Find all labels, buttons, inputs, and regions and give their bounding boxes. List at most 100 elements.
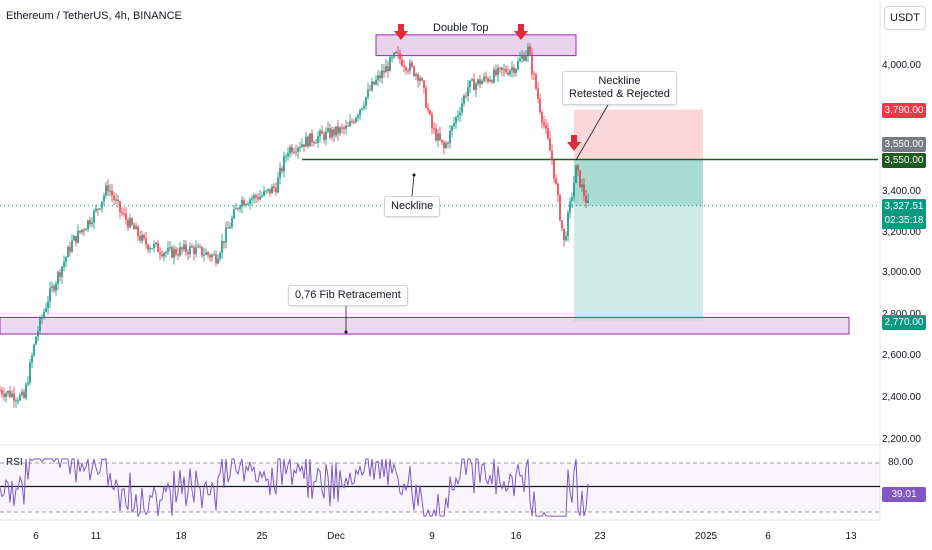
- candle-body: [267, 188, 269, 191]
- neckline-price-badge: 3,550.00: [882, 153, 926, 168]
- candle-body: [377, 75, 379, 80]
- candle-body: [393, 52, 395, 58]
- candle-body: [311, 133, 313, 143]
- candle-body: [343, 127, 345, 129]
- candle-body: [359, 109, 361, 116]
- candle-body: [151, 248, 153, 250]
- candle-body: [327, 128, 329, 132]
- candle-body: [81, 229, 83, 233]
- candle-body: [3, 394, 5, 397]
- candle-body: [59, 272, 61, 277]
- candle-body: [371, 81, 373, 91]
- candle-body: [303, 144, 305, 147]
- candle-body: [83, 229, 85, 231]
- fib-label-anchor: [344, 330, 348, 334]
- candle-body: [205, 252, 207, 255]
- candle-body: [299, 147, 301, 149]
- candle-body: [521, 56, 523, 59]
- candle-body: [417, 74, 419, 81]
- candle-body: [527, 46, 529, 56]
- candle-body: [333, 129, 335, 136]
- candle-body: [257, 197, 259, 200]
- candle-body: [55, 283, 57, 291]
- candle-body: [379, 75, 381, 79]
- candle-body: [293, 151, 295, 153]
- candle-body: [427, 107, 429, 111]
- retest-arrow: [571, 135, 577, 143]
- candle-body: [169, 247, 171, 249]
- candle-body: [555, 178, 557, 184]
- candle-body: [121, 212, 123, 214]
- neckline-retest-label[interactable]: Neckline Retested & Rejected: [562, 71, 677, 105]
- candle-body: [125, 213, 127, 220]
- candle-body: [217, 258, 219, 264]
- candle-body: [149, 248, 151, 250]
- candle-body: [271, 186, 273, 194]
- candle-body: [167, 248, 169, 253]
- candle-body: [425, 87, 427, 108]
- candle-body: [391, 57, 393, 59]
- double-top-label[interactable]: Double Top: [433, 22, 489, 34]
- rsi-value-badge: 39.01: [882, 487, 926, 502]
- candle-body: [413, 66, 415, 76]
- candle-body: [79, 230, 81, 233]
- neckline-label-anchor: [412, 173, 416, 177]
- candle-body: [499, 67, 501, 69]
- candle-body: [403, 65, 405, 68]
- neckline-label[interactable]: Neckline: [384, 196, 441, 217]
- candle-body: [537, 88, 539, 99]
- candle-body: [37, 330, 39, 337]
- candle-body: [249, 199, 251, 204]
- candle-body: [389, 57, 391, 72]
- candle-body: [127, 219, 129, 228]
- candle-body: [349, 121, 351, 127]
- candle-body: [331, 129, 333, 138]
- candle-body: [451, 125, 453, 131]
- candle-body: [251, 198, 253, 200]
- candle-body: [227, 227, 229, 229]
- retest-arrow: [567, 142, 581, 151]
- candle-body: [305, 136, 307, 147]
- candle-body: [47, 301, 49, 309]
- candle-body: [577, 165, 579, 171]
- candle-body: [17, 400, 19, 402]
- fib-retracement-label[interactable]: 0,76 Fib Retracement: [288, 285, 408, 306]
- candle-body: [545, 125, 547, 129]
- candle-body: [445, 143, 447, 149]
- candle-body: [97, 208, 99, 210]
- candle-body: [215, 254, 217, 264]
- candle-body: [587, 200, 589, 203]
- candle-body: [407, 70, 409, 72]
- date-tick: Dec: [327, 531, 345, 542]
- candle-body: [171, 247, 173, 258]
- candle-body: [477, 79, 479, 84]
- candle-body: [357, 115, 359, 118]
- candle-body: [75, 235, 77, 243]
- candle-body: [275, 187, 277, 193]
- candle-body: [473, 79, 475, 91]
- candle-body: [279, 168, 281, 178]
- candle-body: [213, 254, 215, 256]
- candle-body: [515, 69, 517, 74]
- candle-body: [71, 240, 73, 252]
- currency-button[interactable]: USDT: [884, 6, 926, 30]
- candle-body: [177, 254, 179, 256]
- candle-body: [441, 139, 443, 143]
- candle-body: [321, 130, 323, 134]
- candle-body: [367, 89, 369, 98]
- candle-body: [469, 80, 471, 88]
- fib-retracement-zone: [0, 316, 850, 335]
- candle-body: [553, 160, 555, 179]
- candle-body: [153, 243, 155, 249]
- candle-body: [27, 382, 29, 385]
- candle-body: [35, 336, 37, 345]
- candle-body: [507, 72, 509, 75]
- candle-body: [49, 288, 51, 302]
- candle-body: [471, 79, 473, 81]
- candle-body: [137, 226, 139, 237]
- candle-body: [345, 125, 347, 129]
- candle-body: [573, 182, 575, 198]
- candle-body: [7, 390, 9, 394]
